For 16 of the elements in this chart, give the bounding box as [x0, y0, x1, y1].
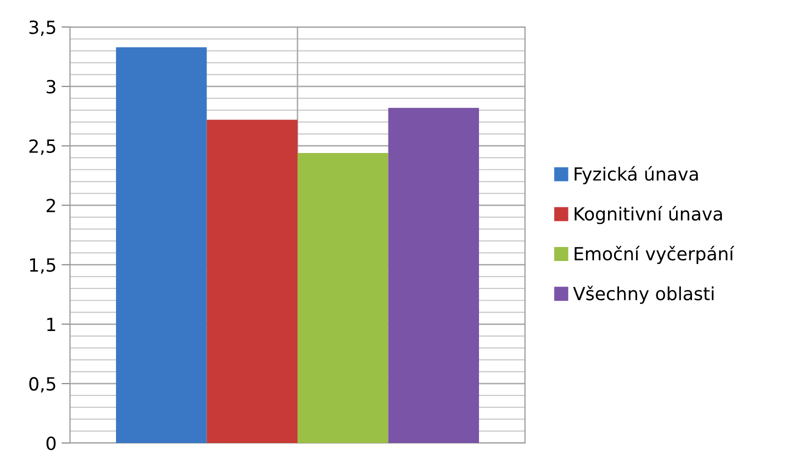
y-tick-label: 2: [46, 198, 55, 212]
legend-label: Kognitivní únava: [574, 206, 722, 224]
legend-label: Emoční vyčerpání: [574, 246, 734, 264]
bar: [298, 152, 388, 443]
y-tick-label: 1: [47, 318, 56, 332]
y-tick-label: 0,5: [29, 377, 56, 393]
bar: [206, 120, 298, 443]
y-tick-label: 3: [46, 80, 56, 94]
y-tick-label: 2,5: [29, 139, 56, 155]
y-tick-label: 0: [46, 436, 56, 450]
legend-label: Fyzická únava: [574, 166, 698, 184]
bar: [116, 47, 207, 443]
y-tick-label: 3,5: [29, 20, 56, 36]
y-tick-label: 1,5: [30, 258, 56, 274]
legend-label: Všechny oblasti: [573, 286, 714, 304]
bar: [388, 108, 479, 443]
